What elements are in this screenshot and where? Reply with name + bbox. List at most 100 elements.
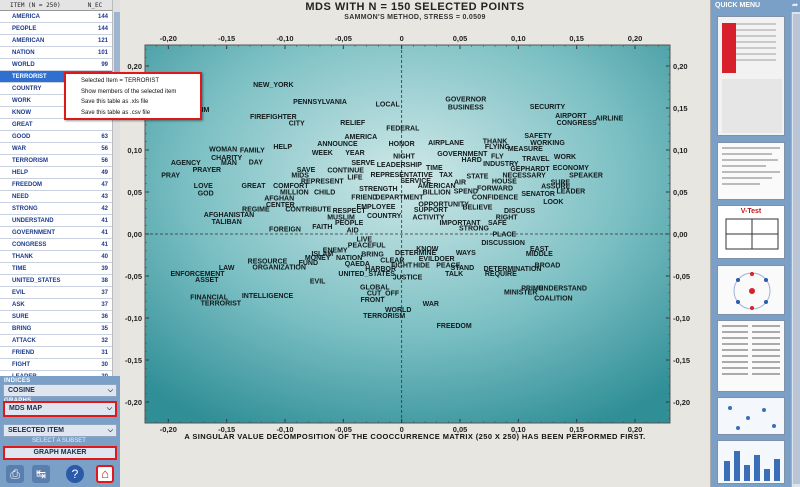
point-label[interactable]: GOVERNOR — [445, 96, 486, 103]
point-label[interactable]: AID — [347, 227, 359, 234]
quick-menu-scrollbar-thumb[interactable] — [793, 14, 800, 484]
point-label[interactable]: HARD — [462, 157, 482, 164]
point-label[interactable]: CLEAR — [380, 258, 404, 265]
table-row[interactable]: KNOW — [0, 107, 120, 119]
point-label[interactable]: GREAT — [242, 183, 267, 190]
point-label[interactable]: HARBOR — [365, 266, 396, 273]
point-label[interactable]: MUSLIM — [327, 215, 355, 222]
point-label[interactable]: CONTINUE — [327, 168, 364, 175]
point-label[interactable]: UNDERSTAND — [538, 285, 586, 292]
point-label[interactable]: CONFIDENCE — [472, 195, 519, 202]
table-row[interactable]: WORLD 99 — [0, 59, 120, 71]
table-row[interactable]: TERRORISM 56 — [0, 155, 120, 167]
point-label[interactable]: BRING — [361, 252, 384, 259]
point-label[interactable]: RESOURCE — [248, 258, 288, 265]
point-label[interactable]: PEACEFUL — [348, 242, 386, 249]
point-label[interactable]: STRENGTH — [359, 186, 398, 193]
point-label[interactable]: AFGHANISTAN — [204, 212, 254, 219]
table-row[interactable]: WAR 56 — [0, 143, 120, 155]
index-select[interactable]: COSINE ⌵ — [3, 384, 117, 397]
point-label[interactable]: SAFE — [488, 220, 507, 227]
point-label[interactable]: GOVERNMENT — [437, 151, 488, 158]
table-row[interactable]: NATION 101 — [0, 47, 120, 59]
point-label[interactable]: DEPARTMENT — [375, 195, 424, 202]
table-row[interactable]: GREAT — [0, 119, 120, 131]
table-row[interactable]: FRIEND 31 — [0, 347, 120, 359]
point-label[interactable]: EVILDOER — [419, 256, 455, 263]
point-label[interactable]: SURE — [551, 179, 571, 186]
point-label[interactable]: FINANCIAL — [190, 295, 228, 302]
point-label[interactable]: MONEY — [305, 255, 331, 262]
point-label[interactable]: FIREFIGHTER — [250, 114, 297, 121]
point-label[interactable]: ENEMY — [323, 247, 348, 254]
point-label[interactable]: FORWARD — [477, 185, 513, 192]
point-label[interactable]: FIGHT — [391, 263, 413, 270]
table-row[interactable]: ASK 37 — [0, 299, 120, 311]
point-label[interactable]: TERRORIST — [201, 300, 242, 307]
point-label[interactable]: DETERMINE — [395, 250, 437, 257]
point-label[interactable]: AIRLINE — [595, 116, 623, 123]
point-label[interactable]: LAW — [219, 265, 235, 272]
point-label[interactable]: FAMILY — [240, 148, 265, 155]
point-label[interactable]: FLYING — [485, 144, 511, 151]
point-label[interactable]: AIRPORT — [555, 113, 587, 120]
thumbnail-vtest[interactable]: V-Test — [717, 205, 785, 259]
point-label[interactable]: ACTIVITY — [413, 215, 445, 222]
point-label[interactable]: HELP — [273, 144, 292, 151]
graph-maker-button[interactable]: GRAPH MAKER — [3, 446, 117, 460]
point-label[interactable]: REPRESENTATIVE — [370, 172, 433, 179]
table-row[interactable]: CONGRESS 41 — [0, 239, 120, 251]
context-menu-item-save-xls[interactable]: Save this table as .xls file — [81, 99, 149, 105]
point-label[interactable]: UNITED_STATES — [338, 271, 395, 278]
point-label[interactable]: FUND — [299, 260, 318, 267]
point-label[interactable]: INTELLIGENCE — [242, 293, 294, 300]
point-label[interactable]: ANNOUNCE — [317, 141, 358, 148]
point-label[interactable]: REGIME — [242, 206, 270, 213]
point-label[interactable]: CHARITY — [211, 155, 242, 162]
point-label[interactable]: CONTRIBUTE — [285, 206, 331, 213]
point-label[interactable]: WORK — [554, 154, 576, 161]
table-row[interactable]: ATTACK 32 — [0, 335, 120, 347]
point-label[interactable]: PRAY — [161, 173, 180, 180]
home-icon[interactable]: ⌂ — [96, 465, 114, 483]
point-label[interactable]: DISCUSS — [504, 208, 535, 215]
table-row[interactable]: GOOD 63 — [0, 131, 120, 143]
point-label[interactable]: TRAVEL — [522, 156, 550, 163]
point-label[interactable]: PEACE — [436, 263, 460, 270]
export-icon[interactable]: ↹ — [32, 465, 50, 483]
table-row[interactable]: PEOPLE 144 — [0, 23, 120, 35]
point-label[interactable]: SECURITY — [530, 104, 566, 111]
point-label[interactable]: SAFETY — [524, 133, 552, 140]
table-scrollbar[interactable] — [112, 0, 120, 376]
point-label[interactable]: FRONT — [360, 297, 385, 304]
point-label[interactable]: GEPHARDT — [510, 166, 550, 173]
point-label[interactable]: NIGHT — [393, 153, 416, 160]
point-label[interactable]: DAY — [249, 159, 263, 166]
point-label[interactable]: LOCAL — [376, 101, 401, 108]
point-label[interactable]: LIFE — [347, 174, 362, 181]
point-label[interactable]: SAVE — [297, 167, 316, 174]
point-label[interactable]: TAX — [439, 172, 453, 179]
point-label[interactable]: WORKING — [530, 140, 565, 147]
point-label[interactable]: LEADERSHIP — [377, 162, 422, 169]
point-label[interactable]: LEADER — [556, 189, 585, 196]
thumbnail-network[interactable] — [717, 265, 785, 315]
point-label[interactable]: STAND — [451, 265, 475, 272]
context-menu-item-selected[interactable]: Selected Item = TERRORIST — [81, 78, 160, 84]
point-label[interactable]: BUSINESS — [448, 105, 484, 112]
point-label[interactable]: NATION — [336, 255, 362, 262]
point-label[interactable]: DETERMINATION — [484, 266, 542, 273]
point-label[interactable]: BELIEVE — [463, 205, 493, 212]
point-label[interactable]: WORLD — [385, 307, 411, 314]
point-label[interactable]: NEW_YORK — [253, 82, 293, 89]
table-row[interactable]: FIGHT 30 — [0, 359, 120, 371]
point-label[interactable]: KNOW — [416, 246, 439, 253]
point-label[interactable]: AGENCY — [171, 160, 201, 167]
table-row[interactable]: NEED 43 — [0, 191, 120, 203]
point-label[interactable]: ECONOMY — [553, 165, 590, 172]
point-label[interactable]: SENATOR — [521, 191, 555, 198]
quick-menu-scrollbar[interactable] — [791, 12, 800, 487]
point-label[interactable]: RELIEF — [340, 120, 366, 127]
thumbnail-plot[interactable] — [717, 397, 785, 435]
table-row[interactable]: THANK 40 — [0, 251, 120, 263]
